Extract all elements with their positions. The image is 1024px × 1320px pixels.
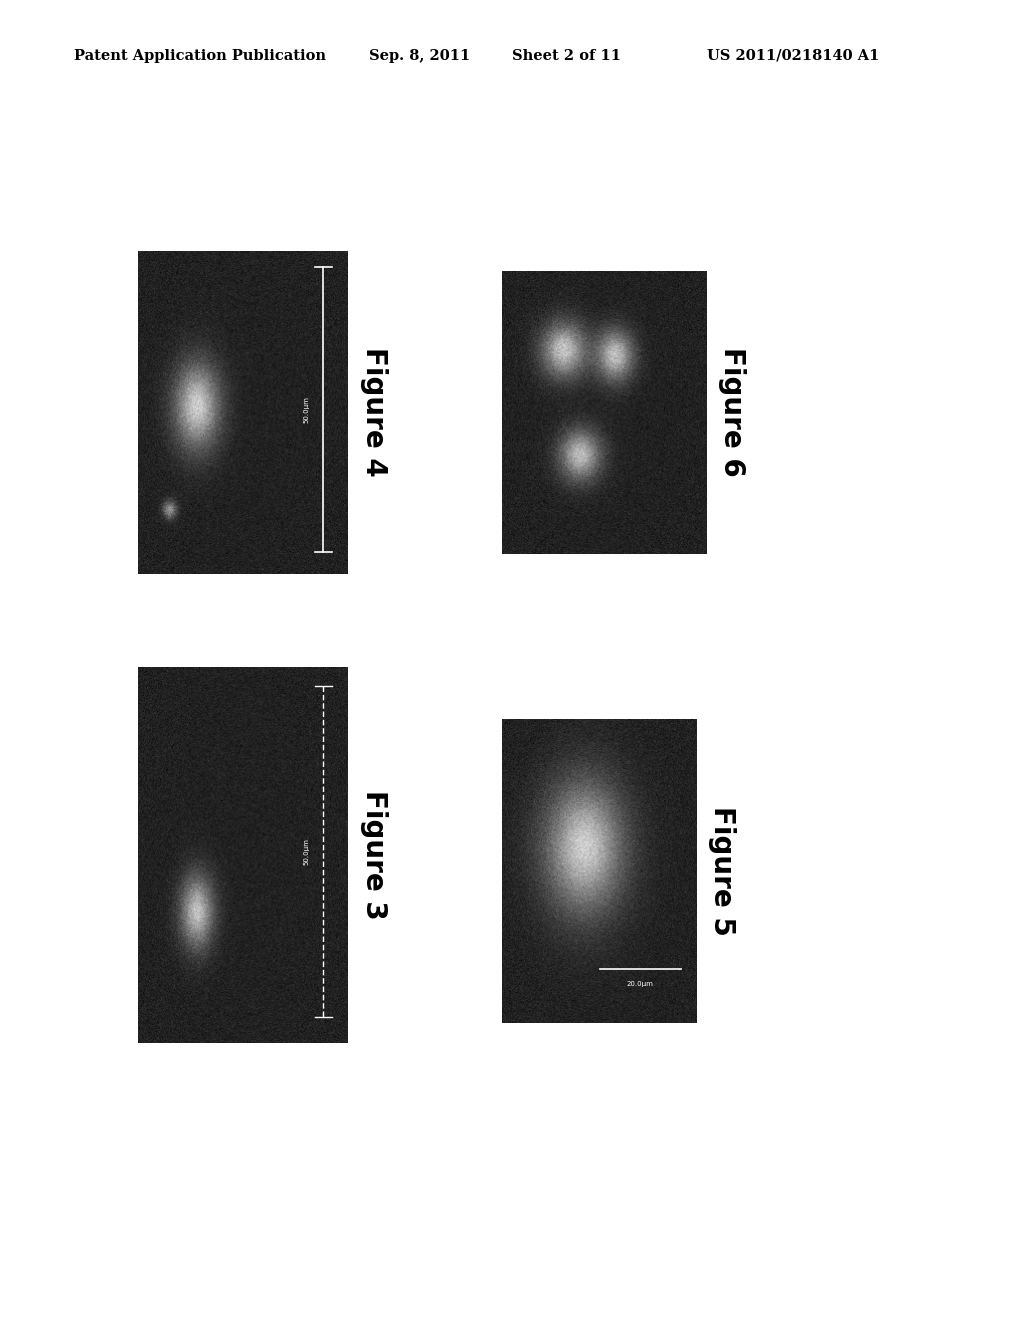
- Text: Patent Application Publication: Patent Application Publication: [74, 49, 326, 63]
- Text: Figure 3: Figure 3: [359, 791, 388, 920]
- Text: 50.0μm: 50.0μm: [304, 396, 309, 424]
- Text: 20.0μm: 20.0μm: [627, 981, 654, 987]
- Text: Figure 6: Figure 6: [718, 347, 746, 477]
- Text: Sheet 2 of 11: Sheet 2 of 11: [512, 49, 621, 63]
- Text: Sep. 8, 2011: Sep. 8, 2011: [369, 49, 470, 63]
- Text: 50.0μm: 50.0μm: [304, 838, 309, 865]
- Text: Figure 4: Figure 4: [359, 347, 388, 477]
- Text: US 2011/0218140 A1: US 2011/0218140 A1: [707, 49, 879, 63]
- Text: Figure 5: Figure 5: [708, 807, 736, 936]
